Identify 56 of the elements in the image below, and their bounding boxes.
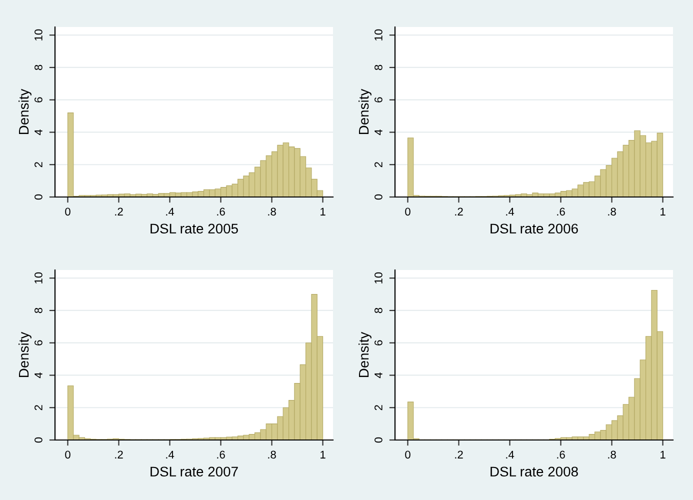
x-tick-label: 1 xyxy=(320,450,326,458)
y-tick-label: 4 xyxy=(374,129,382,136)
x-tick-label: 1 xyxy=(660,208,666,216)
y-tick-label: 8 xyxy=(374,308,382,314)
y-tick-label: 4 xyxy=(374,372,382,378)
y-axis-title: Density xyxy=(18,88,32,134)
x-tick-label: .8 xyxy=(608,450,616,459)
x-tick-label: .4 xyxy=(166,208,174,216)
x-tick-label: 0 xyxy=(65,450,70,459)
x-tick-label: .6 xyxy=(217,450,225,459)
x-tick-label: .2 xyxy=(455,208,463,216)
y-axis-title: Density xyxy=(18,332,32,378)
x-axis-title: DSL rate 2008 xyxy=(490,466,578,477)
y-tick-label: 10 xyxy=(374,272,382,284)
y-axis-title: Density xyxy=(358,332,372,378)
y-axis-title: Density xyxy=(358,88,372,134)
y-tick-label: 2 xyxy=(34,405,42,410)
y-tick-label: 10 xyxy=(34,29,42,40)
y-tick-label: 0 xyxy=(34,194,42,200)
x-tick-label: .8 xyxy=(268,450,276,459)
y-tick-label: 8 xyxy=(374,64,382,70)
x-axis-title: DSL rate 2007 xyxy=(150,466,238,477)
x-tick-label: .4 xyxy=(506,208,514,216)
y-tick-label: 0 xyxy=(374,437,382,443)
x-tick-label: .8 xyxy=(608,208,616,216)
x-tick-label: .4 xyxy=(506,450,514,458)
y-tick-label: 2 xyxy=(374,162,382,168)
y-tick-label: 6 xyxy=(374,97,382,102)
y-tick-label: 0 xyxy=(34,437,42,443)
y-tick-label: 6 xyxy=(374,340,382,346)
x-tick-label: 1 xyxy=(660,450,666,458)
x-tick-label: .2 xyxy=(115,450,123,458)
x-axis-title: DSL rate 2006 xyxy=(490,224,578,234)
x-tick-label: 0 xyxy=(65,208,70,216)
x-tick-label: 0 xyxy=(405,208,410,216)
y-tick-label: 8 xyxy=(34,308,42,314)
x-tick-label: .2 xyxy=(455,450,463,458)
y-tick-label: 4 xyxy=(34,129,42,136)
x-tick-label: .8 xyxy=(268,208,276,216)
x-tick-label: .6 xyxy=(557,450,565,459)
y-tick-label: 8 xyxy=(34,64,42,70)
x-tick-label: .4 xyxy=(166,450,174,458)
y-tick-label: 2 xyxy=(34,162,42,168)
y-tick-label: 2 xyxy=(374,405,382,410)
x-tick-label: .2 xyxy=(115,208,123,216)
y-tick-label: 6 xyxy=(34,340,42,346)
x-tick-label: .6 xyxy=(557,208,565,216)
y-tick-label: 6 xyxy=(34,97,42,102)
x-tick-label: 1 xyxy=(320,208,326,216)
y-tick-label: 4 xyxy=(34,372,42,378)
y-tick-label: 10 xyxy=(34,272,42,284)
y-tick-label: 0 xyxy=(374,194,382,200)
x-tick-label: .6 xyxy=(217,208,225,216)
y-tick-label: 10 xyxy=(374,29,382,40)
x-tick-label: 0 xyxy=(405,450,410,459)
x-axis-title: DSL rate 2005 xyxy=(150,224,238,234)
